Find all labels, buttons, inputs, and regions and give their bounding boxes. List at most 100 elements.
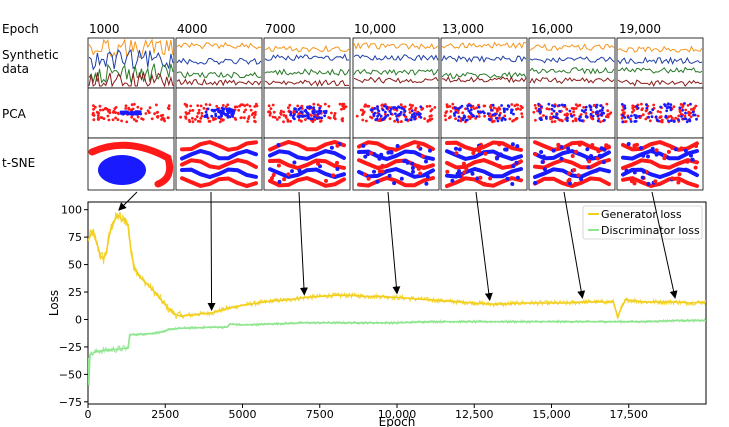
synthetic-panel (440, 37, 528, 89)
pca-point-real (243, 116, 246, 120)
pca-point-synthetic (320, 116, 324, 120)
pca-point-synthetic (413, 111, 416, 115)
tsne-point (277, 179, 282, 184)
pca-point-synthetic (501, 116, 505, 120)
pca-point-real (380, 104, 384, 107)
pca-point-synthetic (539, 117, 542, 121)
pca-point-synthetic (490, 108, 493, 112)
panel-frame (263, 37, 351, 89)
pca-point-synthetic (550, 107, 554, 111)
pca-point-real (117, 112, 120, 116)
tsne-curve (180, 148, 258, 161)
pca-point-real (136, 105, 140, 109)
pca-point-synthetic (221, 111, 225, 114)
pca-point-real (403, 105, 407, 109)
pca-point-real (179, 115, 183, 119)
tsne-point (576, 173, 581, 178)
tsne-point (366, 152, 370, 157)
pca-point-synthetic (537, 107, 541, 111)
pca-point-synthetic (230, 113, 234, 116)
pca-point-real (99, 108, 102, 112)
pca-point-synthetic (476, 110, 480, 113)
pca-point-real (246, 120, 250, 123)
pca-point-synthetic (370, 108, 374, 112)
tsne-point (505, 176, 510, 181)
tsne-point (478, 145, 482, 149)
tsne-point (670, 176, 675, 181)
tsne-point (483, 151, 488, 156)
synthetic-trace (88, 38, 174, 59)
epoch-label: 19,000 (619, 22, 661, 36)
series-layer (88, 211, 706, 386)
pca-point-real (111, 118, 115, 122)
tsne-point (282, 177, 287, 182)
pca-point-real (140, 117, 144, 120)
snapshot-arrow (118, 191, 138, 211)
tsne-point (457, 147, 462, 152)
x-tick-label: 10,000 (378, 408, 417, 421)
tsne-point (589, 154, 594, 158)
pca-point-real (197, 111, 201, 115)
pca-point-real (92, 118, 96, 122)
pca-point-real (565, 107, 569, 111)
synthetic-panel (87, 37, 175, 89)
pca-point-synthetic (467, 104, 471, 107)
pca-point-real (456, 111, 460, 114)
pca-point-real (341, 102, 344, 106)
pca-point-synthetic (454, 111, 458, 114)
tsne-point (410, 161, 415, 166)
pca-point-real (468, 117, 472, 120)
pca-point-synthetic (551, 104, 554, 107)
pca-point-synthetic (695, 117, 698, 121)
tsne-panel (352, 137, 440, 191)
pca-point-synthetic (294, 107, 297, 111)
synthetic-trace (176, 57, 262, 65)
pca-point-synthetic (466, 107, 469, 110)
pca-point-real (652, 103, 656, 107)
pca-point-real (132, 118, 136, 121)
pca-point-real (191, 116, 194, 120)
pca-point-synthetic (482, 111, 486, 115)
pca-point-real (629, 117, 632, 121)
tsne-point (457, 169, 461, 174)
pca-point-real (200, 111, 204, 115)
pca-point-real (477, 115, 481, 118)
pca-point-synthetic (227, 111, 231, 114)
pca-point-real (428, 104, 432, 108)
tsne-point (570, 154, 575, 158)
pca-point-real (156, 115, 160, 118)
pca-point-real (238, 104, 242, 108)
synthetic-trace (441, 75, 527, 84)
tsne-point (515, 144, 520, 149)
pca-point-real (399, 103, 403, 106)
pca-point-real (411, 104, 414, 107)
pca-point-real (445, 110, 449, 113)
pca-point-synthetic (384, 110, 387, 114)
tsne-point (377, 169, 382, 174)
pca-point-synthetic (552, 115, 555, 118)
synthetic-trace (617, 56, 703, 65)
pca-point-real (341, 119, 344, 123)
tsne-point (624, 168, 629, 173)
pca-point-synthetic (669, 108, 673, 112)
tsne-point (377, 156, 382, 161)
pca-point-real (333, 117, 337, 121)
pca-point-synthetic (656, 119, 660, 123)
pca-point-synthetic (601, 106, 605, 110)
tsne-point (335, 143, 340, 148)
pca-point-synthetic (645, 103, 648, 106)
pca-point-real (683, 114, 687, 118)
pca-point-real (516, 103, 519, 107)
synthetic-panel (616, 37, 704, 89)
pca-point-synthetic (493, 112, 497, 116)
pca-point-real (284, 116, 288, 119)
tsne-point (646, 154, 650, 159)
tsne-point (632, 143, 637, 148)
tsne-point (424, 181, 429, 186)
synthetic-row-label-line2: data (2, 62, 29, 76)
tsne-point (577, 142, 582, 147)
arrow-layer (118, 191, 678, 311)
pca-point-real (641, 113, 645, 117)
pca-point-real (605, 102, 609, 106)
tsne-point (366, 176, 371, 181)
